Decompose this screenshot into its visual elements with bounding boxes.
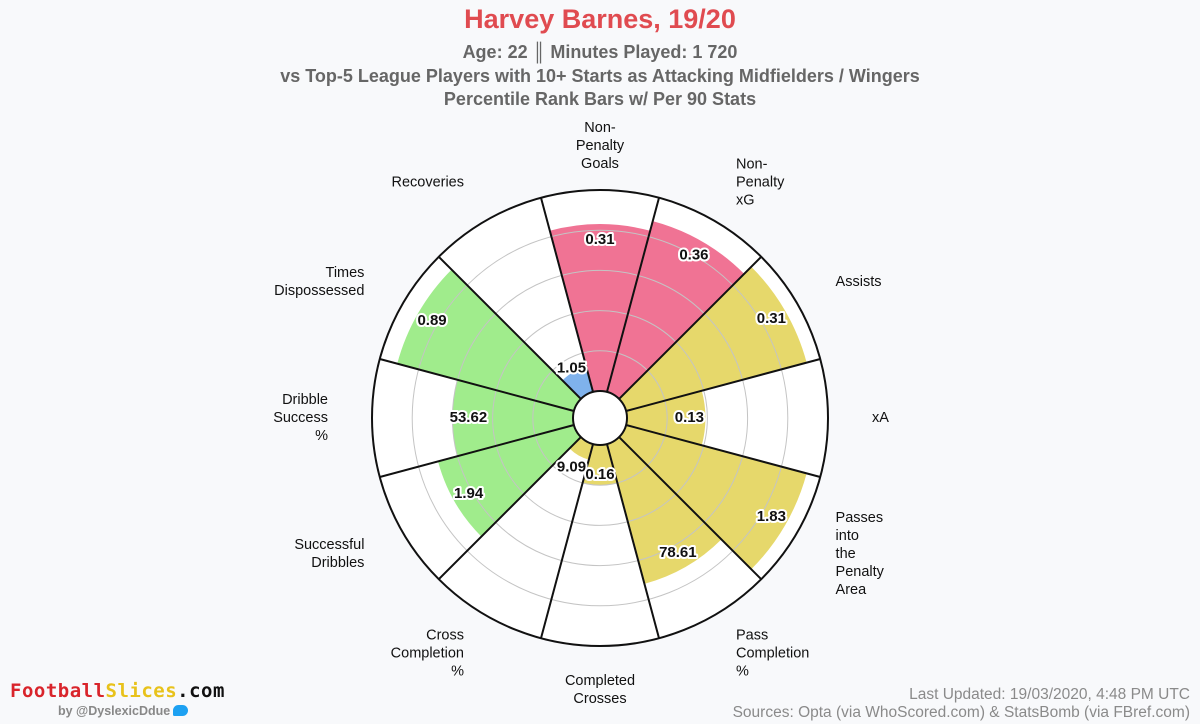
- value-label-6: 0.16: [585, 466, 614, 483]
- category-label-4-line-3: Penalty: [836, 564, 885, 580]
- category-label-4-line-1: into: [836, 528, 859, 544]
- chart-subtitle-comparison: vs Top-5 League Players with 10+ Starts …: [280, 66, 920, 86]
- divider-5: [606, 443, 660, 639]
- center-hole: [572, 390, 628, 446]
- outer-ring: [371, 189, 829, 647]
- divider-7: [438, 436, 582, 580]
- category-label-8: Successful Dribbles: [294, 537, 364, 571]
- twitter-bird-icon: [173, 705, 189, 716]
- category-label-1: Non- Penalty xG: [736, 156, 785, 208]
- category-label-10-line-0: Times: [326, 265, 365, 281]
- category-label-0-line-0: Non-: [584, 120, 616, 136]
- category-label-4-line-0: Passes: [836, 510, 884, 526]
- grid-ring-1: [492, 310, 708, 526]
- category-label-1-line-1: Penalty: [736, 174, 785, 190]
- category-label-10-line-1: Dispossessed: [274, 283, 364, 299]
- category-label-9-line-2: %: [315, 428, 328, 444]
- grid-ring-3: [411, 229, 789, 607]
- brand-logo-part-football: Football: [10, 680, 106, 702]
- category-label-7: Cross Completion%: [391, 627, 464, 679]
- divider-11: [540, 197, 594, 393]
- divider-9: [379, 358, 575, 412]
- divider-2: [625, 358, 821, 412]
- category-label-3-line-0: xA: [872, 410, 889, 426]
- category-label-6-line-1: Crosses: [573, 691, 626, 707]
- category-label-5-line-2: %: [736, 663, 749, 679]
- category-label-9-line-1: Success: [273, 410, 328, 426]
- bar-6: [582, 444, 618, 486]
- category-label-0: Non- Penalty Goals: [576, 120, 625, 172]
- divider-6: [540, 443, 594, 639]
- category-label-8-line-1: Dribbles: [311, 555, 364, 571]
- divider-10: [438, 256, 582, 400]
- divider-0: [606, 197, 660, 393]
- brand-logo[interactable]: FootballSlices.com: [10, 680, 225, 702]
- category-label-1-line-0: Non-: [736, 156, 768, 172]
- category-label-2: Assists: [836, 274, 882, 290]
- grid-ring-0: [532, 350, 668, 486]
- value-label-7: 9.09: [557, 458, 586, 475]
- category-label-11: Recoveries: [391, 174, 464, 190]
- category-label-5: Pass Completion%: [736, 627, 809, 679]
- category-label-0-line-2: Goals: [581, 156, 619, 172]
- category-label-7-line-1: Completion: [391, 645, 464, 661]
- category-label-7-line-0: Cross: [426, 627, 464, 643]
- category-label-7-line-2: %: [451, 663, 464, 679]
- category-label-5-line-1: Completion: [736, 645, 809, 661]
- brand-logo-part-slices: Slices: [105, 680, 178, 702]
- value-label-3: 0.13: [675, 409, 704, 426]
- value-label-8: 1.94: [454, 485, 484, 502]
- category-label-5-line-0: Pass: [736, 627, 768, 643]
- value-label-5: 78.61: [659, 544, 697, 561]
- category-label-10: Times Dispossessed: [274, 265, 364, 299]
- value-label-2: 0.31: [757, 310, 786, 327]
- divider-1: [618, 256, 762, 400]
- brand-logo-part-com: .com: [177, 680, 225, 702]
- category-label-11-line-0: Recoveries: [391, 174, 464, 190]
- chart-subtitle-age-minutes: Age: 22 ║ Minutes Played: 1 720: [462, 42, 738, 62]
- bar-3: [626, 390, 706, 446]
- category-label-6-line-0: Completed: [565, 673, 635, 689]
- category-label-4-line-4: Area: [836, 582, 868, 598]
- value-label-1: 0.36: [679, 246, 708, 263]
- category-label-2-line-0: Assists: [836, 274, 882, 290]
- value-label-11: 1.05: [557, 360, 586, 377]
- divider-8: [379, 424, 575, 478]
- sources-text: Sources: Opta (via WhoScored.com) & Stat…: [732, 704, 1190, 721]
- bar-11: [562, 366, 594, 399]
- category-label-0-line-1: Penalty: [576, 138, 625, 154]
- value-label-0: 0.31: [585, 231, 614, 248]
- value-label-4: 1.83: [757, 508, 786, 525]
- divider-3: [625, 424, 821, 478]
- bar-8: [438, 424, 581, 537]
- category-label-4-line-2: the: [836, 546, 856, 562]
- last-updated-text: Last Updated: 19/03/2020, 4:48 PM UTC: [909, 686, 1190, 703]
- value-label-10: 0.89: [417, 312, 446, 329]
- category-label-3: xA: [872, 410, 889, 426]
- category-label-4: Passes into the Penalty Area: [836, 510, 885, 598]
- divider-4: [618, 436, 762, 580]
- category-label-1-line-2: xG: [736, 192, 755, 208]
- bar-0: [549, 224, 651, 392]
- grid-ring-2: [451, 269, 749, 567]
- value-label-9: 53.62: [450, 409, 488, 426]
- category-label-9: Dribble Success%: [273, 392, 328, 444]
- category-label-6: Completed Crosses: [565, 673, 635, 707]
- category-label-9-line-0: Dribble: [282, 392, 328, 408]
- category-label-8-line-0: Successful: [294, 537, 364, 553]
- byline[interactable]: by @DyslexicDdue: [58, 704, 189, 718]
- byline-text: by @DyslexicDdue: [58, 704, 171, 718]
- chart-title: Harvey Barnes, 19/20: [464, 4, 736, 34]
- chart-subtitle-method: Percentile Rank Bars w/ Per 90 Stats: [443, 89, 757, 109]
- bar-9: [452, 379, 574, 457]
